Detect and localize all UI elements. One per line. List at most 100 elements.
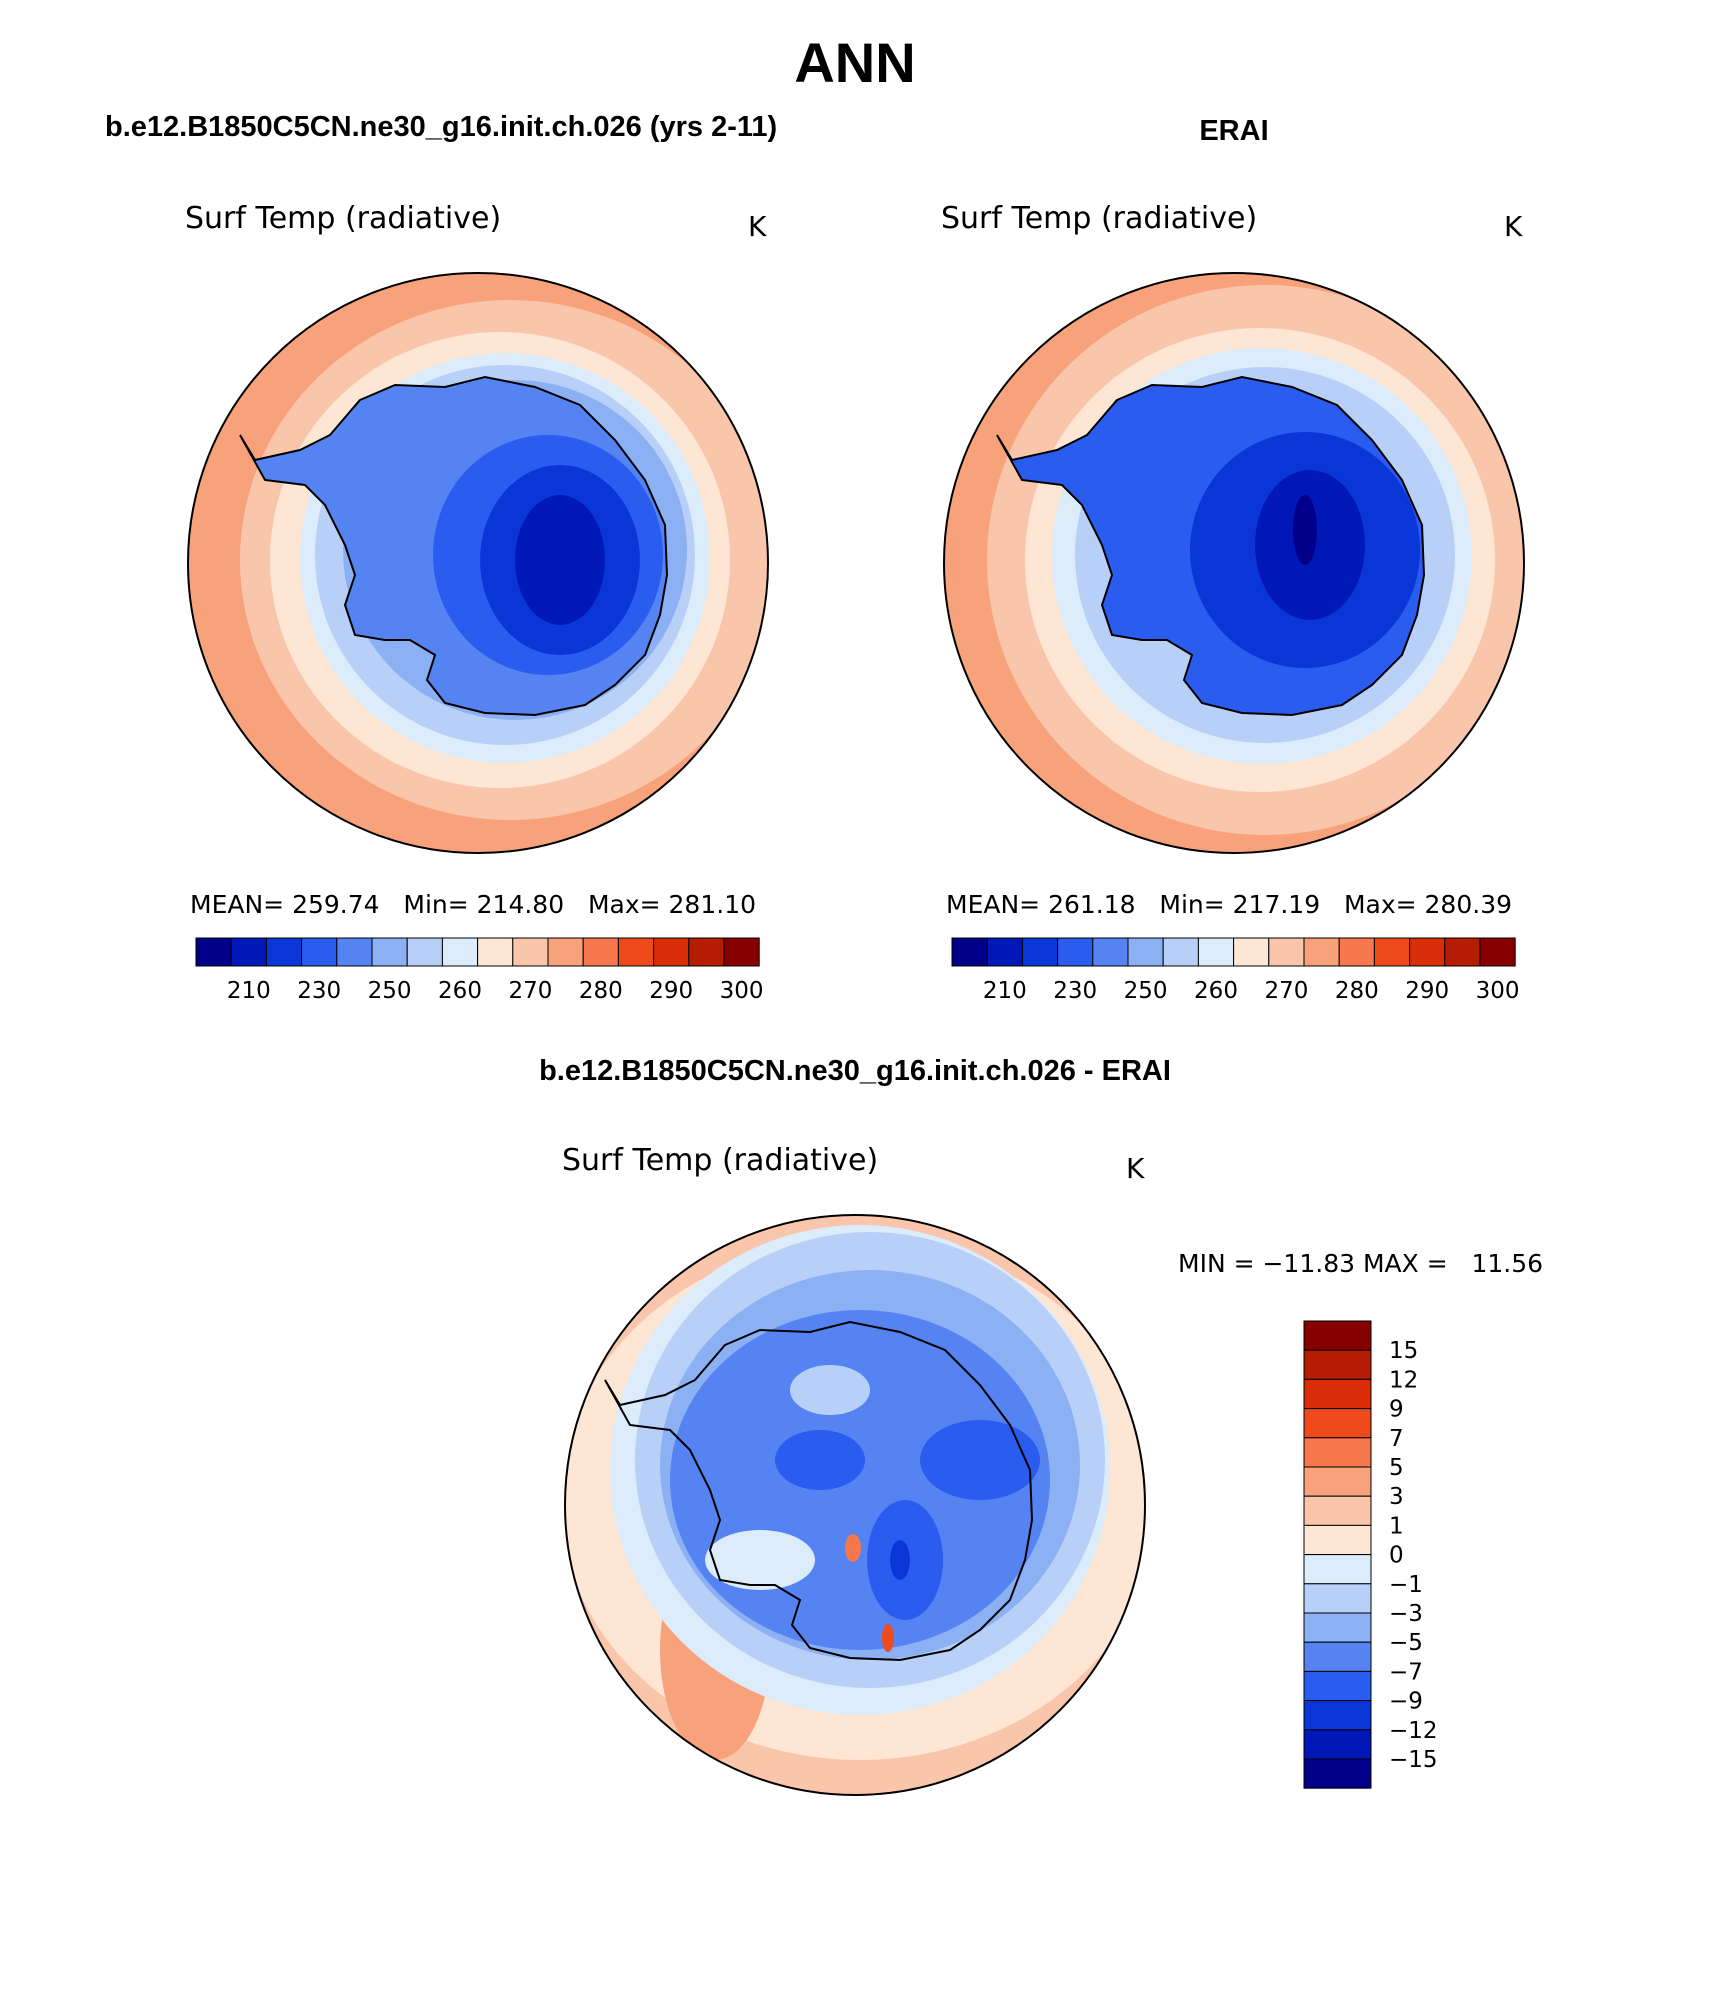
colorbar-tick-label: −12: [1389, 1718, 1438, 1744]
colorbar-box: [1303, 1408, 1372, 1439]
colorbar-box: [1021, 937, 1059, 967]
colorbar-tick-label: 300: [1476, 978, 1520, 1004]
colorbar-box: [986, 937, 1023, 967]
map-obs: [944, 273, 1524, 853]
map-diff: [565, 1215, 1145, 1795]
colorbar-box: [1303, 1320, 1372, 1351]
colorbar-box: [1233, 937, 1270, 967]
colorbar-box: [1057, 937, 1094, 967]
colorbar-tick-label: 210: [983, 978, 1027, 1004]
colorbar-tick-label: 260: [438, 978, 482, 1004]
colorbar-box: [195, 937, 232, 967]
colorbar-tick-label: 270: [508, 978, 552, 1004]
colorbar-box: [301, 937, 338, 967]
colorbar-box: [1303, 1378, 1372, 1410]
colorbar-box: [265, 937, 303, 967]
colorbar-box: [477, 937, 514, 967]
colorbar-box: [406, 937, 443, 967]
colorbar-box: [1338, 937, 1375, 967]
map-model-boundary: [187, 272, 769, 854]
colorbar-tick-label: 250: [368, 978, 412, 1004]
panel-obs: ERAI Surf Temp (radiative) K MEAN= 261.1…: [941, 115, 1525, 1004]
colorbar-box: [1303, 1670, 1372, 1702]
colorbar-tick-label: 250: [1124, 978, 1168, 1004]
colorbar-tick-label: −5: [1389, 1630, 1423, 1656]
colorbar-box: [1197, 937, 1235, 967]
map-diff-boundary: [564, 1214, 1146, 1796]
map-obs-boundary: [943, 272, 1525, 854]
colorbar-tick-label: 5: [1389, 1455, 1404, 1481]
colorbar-box: [723, 937, 760, 967]
colorbar-tick-label: 230: [297, 978, 341, 1004]
panel-model-stats: MEAN= 259.74 Min= 214.80 Max= 281.10: [190, 890, 756, 919]
colorbar-box: [441, 937, 479, 967]
colorbar-box: [1303, 1641, 1372, 1672]
colorbar-tick-label: 230: [1053, 978, 1097, 1004]
colorbar-box: [1303, 1437, 1372, 1468]
colorbar-box: [1303, 1612, 1372, 1643]
figure-title: ANN: [794, 31, 915, 94]
panel-model-variable-label: Surf Temp (radiative): [185, 201, 501, 236]
colorbar-tick-label: 280: [1335, 978, 1379, 1004]
colorbar-box: [512, 937, 549, 967]
colorbar-box: [1303, 1524, 1372, 1556]
colorbar-box: [653, 937, 690, 967]
colorbar-box: [1444, 937, 1481, 967]
colorbar-box: [1479, 937, 1516, 967]
panel-obs-variable-label: Surf Temp (radiative): [941, 201, 1257, 236]
colorbar-box: [1303, 1700, 1372, 1731]
colorbar-box: [1409, 937, 1446, 967]
colorbar-tick-label: −7: [1389, 1659, 1423, 1685]
colorbar-box: [1092, 937, 1129, 967]
colorbar-box: [1162, 937, 1199, 967]
colorbar-box: [617, 937, 655, 967]
colorbar-tick-label: 7: [1389, 1426, 1404, 1452]
colorbar-box: [1303, 937, 1340, 967]
colorbar-tick-label: 260: [1194, 978, 1238, 1004]
colorbar-tick-label: 300: [720, 978, 764, 1004]
colorbar-box: [1303, 1583, 1372, 1614]
colorbar-box: [371, 937, 408, 967]
colorbar-diff: 15 12 9 7 5 3 1 0 −1 −3 −5 −7 −9 −12 −15: [1303, 1320, 1438, 1789]
colorbar-box: [230, 937, 267, 967]
colorbar-tick-label: 290: [1405, 978, 1449, 1004]
panel-diff: b.e12.B1850C5CN.ne30_g16.init.ch.026 - E…: [539, 1055, 1543, 1796]
panel-diff-header: b.e12.B1850C5CN.ne30_g16.init.ch.026 - E…: [539, 1055, 1171, 1087]
colorbar-box: [1303, 1349, 1372, 1380]
panel-model: b.e12.B1850C5CN.ne30_g16.init.ch.026 (yr…: [105, 111, 777, 1004]
panel-model-units-label: K: [748, 210, 767, 243]
colorbar-tick-label: 1: [1389, 1513, 1404, 1539]
colorbar-tick-label: 210: [227, 978, 271, 1004]
map-model: [188, 273, 768, 853]
colorbar-box: [582, 937, 619, 967]
colorbar-tick-label: 12: [1389, 1367, 1418, 1393]
colorbar-tick-label: −9: [1389, 1689, 1423, 1715]
colorbar-tick-label: 280: [579, 978, 623, 1004]
colorbar-model: 210 230 250 260 270 280 290 300: [195, 937, 764, 1004]
panel-model-header: b.e12.B1850C5CN.ne30_g16.init.ch.026 (yr…: [105, 111, 777, 143]
colorbar-tick-label: 290: [649, 978, 693, 1004]
colorbar-box: [1303, 1729, 1372, 1760]
colorbar-box: [1127, 937, 1164, 967]
colorbar-box: [547, 937, 584, 967]
panel-obs-header: ERAI: [1199, 115, 1268, 147]
colorbar-box: [336, 937, 373, 967]
colorbar-tick-label: −3: [1389, 1601, 1423, 1627]
panel-diff-variable-label: Surf Temp (radiative): [562, 1143, 878, 1178]
colorbar-tick-label: 0: [1389, 1543, 1404, 1569]
colorbar-box: [1268, 937, 1305, 967]
panel-diff-units-label: K: [1126, 1152, 1145, 1185]
colorbar-tick-label: 15: [1389, 1338, 1418, 1364]
colorbar-box: [1303, 1466, 1372, 1497]
colorbar-obs: 210 230 250 260 270 280 290 300: [951, 937, 1520, 1004]
panel-diff-stats: MIN = −11.83 MAX = 11.56: [1178, 1249, 1543, 1278]
panel-obs-stats: MEAN= 261.18 Min= 217.19 Max= 280.39: [946, 890, 1512, 919]
colorbar-box: [951, 937, 988, 967]
colorbar-tick-label: 3: [1389, 1484, 1404, 1510]
colorbar-tick-label: −1: [1389, 1572, 1423, 1598]
colorbar-box: [1303, 1758, 1372, 1789]
colorbar-box: [1373, 937, 1411, 967]
panel-obs-units-label: K: [1504, 210, 1523, 243]
colorbar-box: [1303, 1554, 1372, 1585]
colorbar-tick-label: −15: [1389, 1747, 1438, 1773]
